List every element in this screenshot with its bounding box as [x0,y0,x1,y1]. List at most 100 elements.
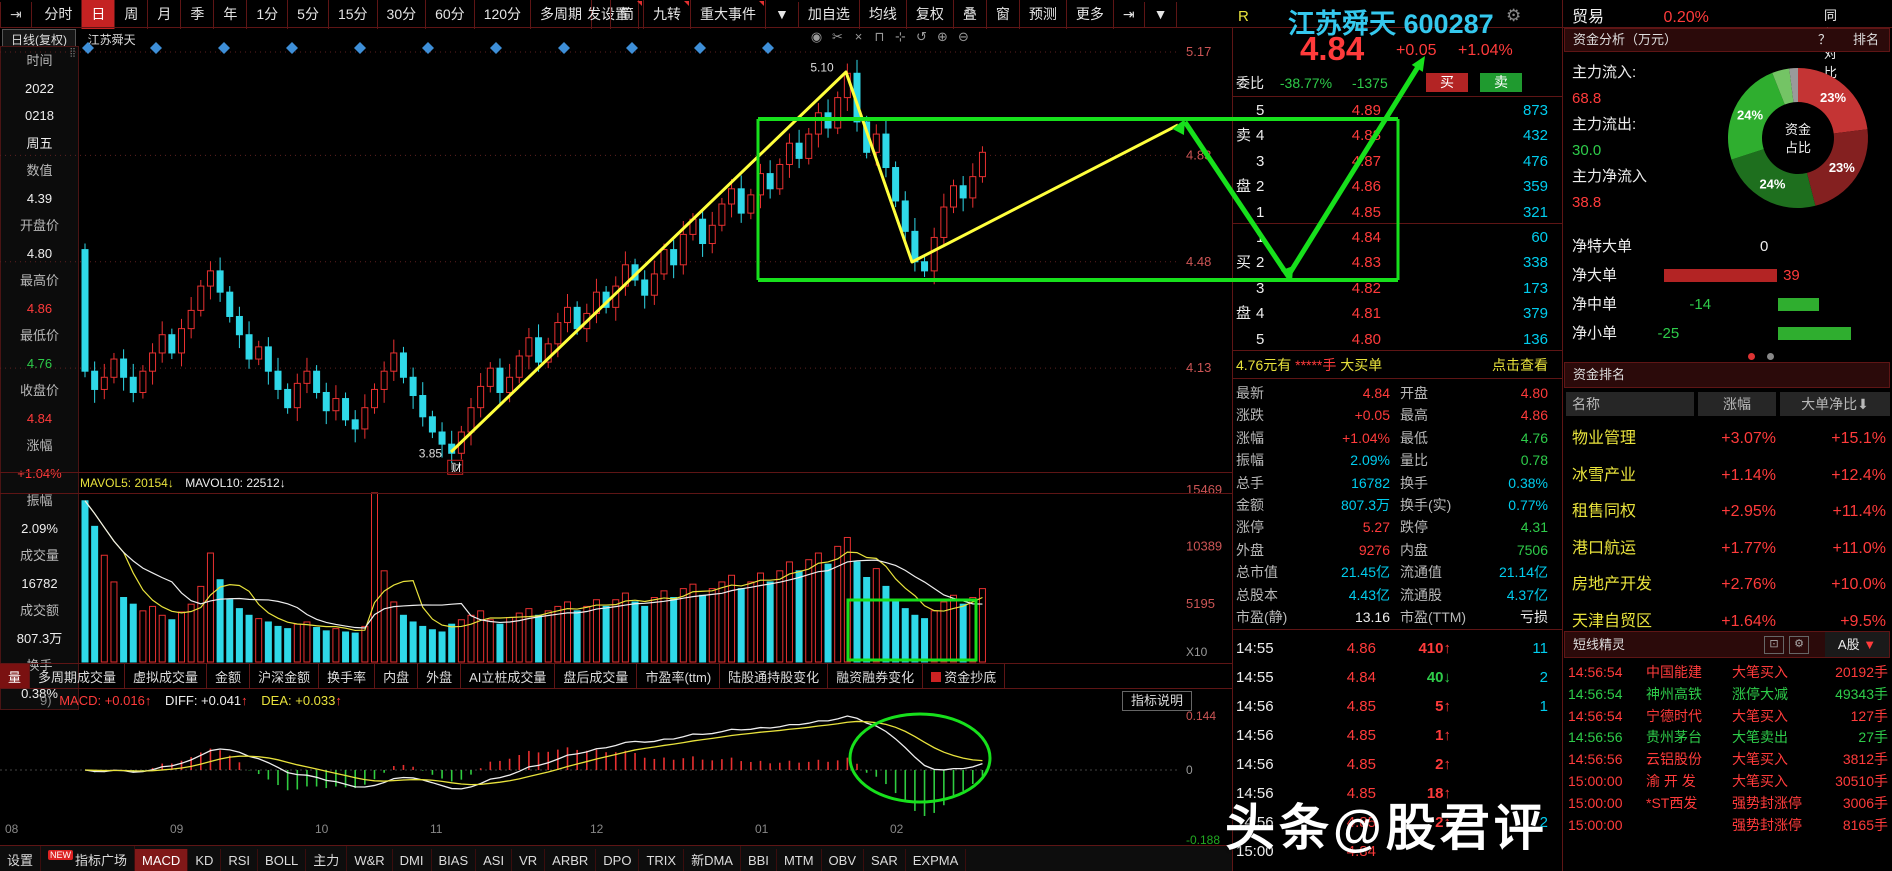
indicator-主力[interactable]: 主力 [306,846,348,871]
close-icon[interactable]: × [854,29,863,44]
indicator-RSI[interactable]: RSI [221,849,259,871]
volume-tab-量[interactable]: 量 [0,664,31,688]
buy-button[interactable]: 买 [1426,73,1468,92]
toolbar-item-预测[interactable]: 预测 [1020,0,1067,29]
toolbar-item-季[interactable]: 季 [181,0,215,29]
indicator-KD[interactable]: KD [188,849,222,871]
toolbar-item-30分[interactable]: 30分 [378,0,427,29]
volume-tab-陆股通持股变化[interactable]: 陆股通持股变化 [720,664,829,688]
toolbar-item-⇥[interactable]: ⇥ [1114,2,1145,28]
indicator-MACD[interactable]: MACD [135,849,189,871]
order-book-row[interactable]: 3 4.82 173 [1236,276,1558,301]
toolbar-item-更多[interactable]: 更多 [1067,0,1114,29]
toolbar-item-1分[interactable]: 1分 [247,0,289,29]
toolbar-item-周[interactable]: 周 [115,0,149,29]
alert-row[interactable]: 15:00:00 强势封涨停 8165手 [1568,815,1890,836]
toolbar-item-年[interactable]: 年 [214,0,248,29]
tab-stock[interactable]: 江苏舜天 [87,33,136,47]
lock-icon[interactable]: ⊓ [874,29,885,44]
alert-row[interactable]: 15:00:00 *ST西发 强势封涨停 3006手 [1568,793,1890,814]
alert-row[interactable]: 15:00:00 渝 开 发 大笔买入 30510手 [1568,771,1890,792]
volume-tab-金额[interactable]: 金额 [207,664,251,688]
indicator-MTM[interactable]: MTM [777,849,822,871]
toolbar-item-窗[interactable]: 窗 [987,0,1020,29]
volume-tab-换手率[interactable]: 换手率 [319,664,376,688]
toolbar-item-15分[interactable]: 15分 [329,0,378,29]
volume-tab-融资融券变化[interactable]: 融资融券变化 [828,664,924,688]
rank-col-0[interactable]: 名称 [1566,392,1694,416]
toolbar-item-60分[interactable]: 60分 [426,0,475,29]
order-book-row[interactable]: 盘 4 4.81 379 [1236,301,1558,326]
indicator-W&R[interactable]: W&R [347,849,393,871]
indicator-指标广场[interactable]: NEW 指标广场 [41,846,136,871]
hand-icon[interactable]: ⊹ [895,29,906,44]
volume-tab-资金抄底[interactable]: 资金抄底 [923,664,1006,688]
rank-row[interactable]: 天津自贸区 +1.64% +9.5% [1572,607,1890,637]
view-detail-link[interactable]: 点击查看 [1492,357,1548,373]
toolbar-item-▼[interactable]: ▼ [766,2,799,27]
alert-row[interactable]: 14:56:54 宁德时代 大笔买入 127手 [1568,706,1890,727]
rank-row[interactable]: 租售同权 +2.95% +11.4% [1572,497,1890,527]
alert-row[interactable]: 14:56:56 云铝股份 大笔买入 3812手 [1568,749,1890,770]
collapse-left-icon[interactable]: ⇥ [0,2,32,28]
alert-row[interactable]: 14:56:56 贵州茅台 大笔卖出 27手 [1568,727,1890,748]
toolbar-item-均线[interactable]: 均线 [860,0,907,29]
rank-col-1[interactable]: 涨幅 [1698,392,1776,416]
order-book-row[interactable]: 5 4.89 873 [1236,98,1558,123]
indicator-VR[interactable]: VR [512,849,546,871]
order-book-row[interactable]: 3 4.87 476 [1236,149,1558,174]
pagination-dots[interactable] [1748,348,1774,363]
alert-row[interactable]: 14:56:54 神州高铁 涨停大减 49343手 [1568,684,1890,705]
toolbar-item-发[interactable]: 发 [578,0,611,29]
volume-tab-盘后成交量[interactable]: 盘后成交量 [555,664,638,688]
indicator-BIAS[interactable]: BIAS [432,849,477,871]
indicator-BBI[interactable]: BBI [741,849,777,871]
indicator-TRIX[interactable]: TRIX [639,849,685,871]
indicator-新DMA[interactable]: 新DMA [684,846,741,871]
volume-tab-沪深金额[interactable]: 沪深金额 [250,664,320,688]
zoom-in-icon[interactable]: ⊕ [937,29,948,44]
rank-row[interactable]: 房地产开发 +2.76% +10.0% [1572,570,1890,600]
toolbar-item-120分[interactable]: 120分 [475,0,532,29]
indicator-ARBR[interactable]: ARBR [545,849,597,871]
scissors-icon[interactable]: ✂ [832,29,843,44]
order-book-row[interactable]: 卖 4 4.88 432 [1236,123,1558,148]
indicator-help-button[interactable]: 指标说明 [1122,691,1193,711]
toolbar-item-复权[interactable]: 复权 [907,0,954,29]
order-book-row[interactable]: 1 4.85 321 [1236,200,1558,225]
expand-icon[interactable]: ⊡ [1764,636,1784,654]
candlestick-chart[interactable]: 5.174.834.484.135.103.85财15469103895195X… [0,28,1232,845]
order-book-row[interactable]: 盘 2 4.86 359 [1236,174,1558,199]
order-book-row[interactable]: 5 4.80 136 [1236,327,1558,352]
help-icon[interactable]: ？ [1817,32,1831,47]
toolbar-item-重大事件[interactable]: 重大事件 [691,0,766,29]
indicator-SAR[interactable]: SAR [864,849,906,871]
indicator-BOLL[interactable]: BOLL [258,849,307,871]
zoom-out-icon[interactable]: ⊖ [958,29,969,44]
toolbar-item-简[interactable]: 简 [611,0,644,29]
indicator-DMI[interactable]: DMI [393,849,432,871]
volume-tab-多周期成交量[interactable]: 多周期成交量 [30,664,126,688]
sell-button[interactable]: 卖 [1480,73,1522,92]
toolbar-item-多周期[interactable]: 多周期 [531,0,593,29]
toolbar-item-九转[interactable]: 九转 [644,0,691,29]
pin-icon[interactable]: ⣿ [69,47,76,57]
eye-icon[interactable]: ◉ [810,29,823,44]
gear-icon[interactable]: ⚙ [1789,636,1809,654]
indicator-OBV[interactable]: OBV [822,849,865,871]
order-book-row[interactable]: 买 2 4.83 338 [1236,250,1558,275]
market-dropdown[interactable]: A股 ▼ [1825,632,1889,657]
rank-row[interactable]: 物业管理 +3.07% +15.1% [1572,424,1890,454]
indicator-设置[interactable]: 设置 [0,846,42,871]
indicator-ASI[interactable]: ASI [476,849,513,871]
big-order-banner[interactable]: 4.76元有 *****手 大买单 点击查看 [1236,354,1558,376]
volume-tab-AI立桩成交量[interactable]: AI立桩成交量 [461,664,556,688]
rank-row[interactable]: 冰雪产业 +1.14% +12.4% [1572,461,1890,491]
alert-row[interactable]: 14:56:54 中国能建 大笔买入 20192手 [1568,662,1890,683]
indicator-EXPMA[interactable]: EXPMA [906,849,967,871]
toolbar-item-日[interactable]: 日 [82,0,116,29]
rank-link[interactable]: 排名 [1852,32,1879,47]
toolbar-item-设置[interactable]: 设置 [592,0,640,29]
undo-icon[interactable]: ↺ [916,29,927,44]
volume-tab-外盘[interactable]: 外盘 [418,664,462,688]
